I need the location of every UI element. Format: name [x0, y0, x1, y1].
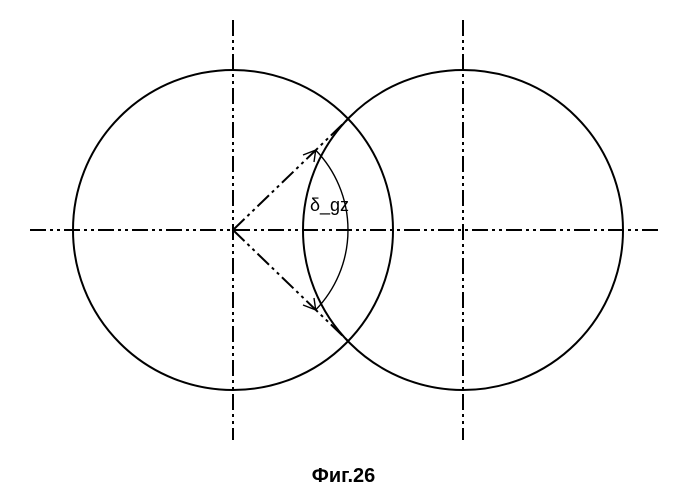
figure-caption: Фиг.26 [0, 465, 687, 488]
diagram-svg [0, 0, 687, 500]
figure-canvas: δ_gz Фиг.26 [0, 0, 687, 500]
angle-ray-lower [233, 230, 348, 341]
angle-label: δ_gz [310, 195, 349, 216]
